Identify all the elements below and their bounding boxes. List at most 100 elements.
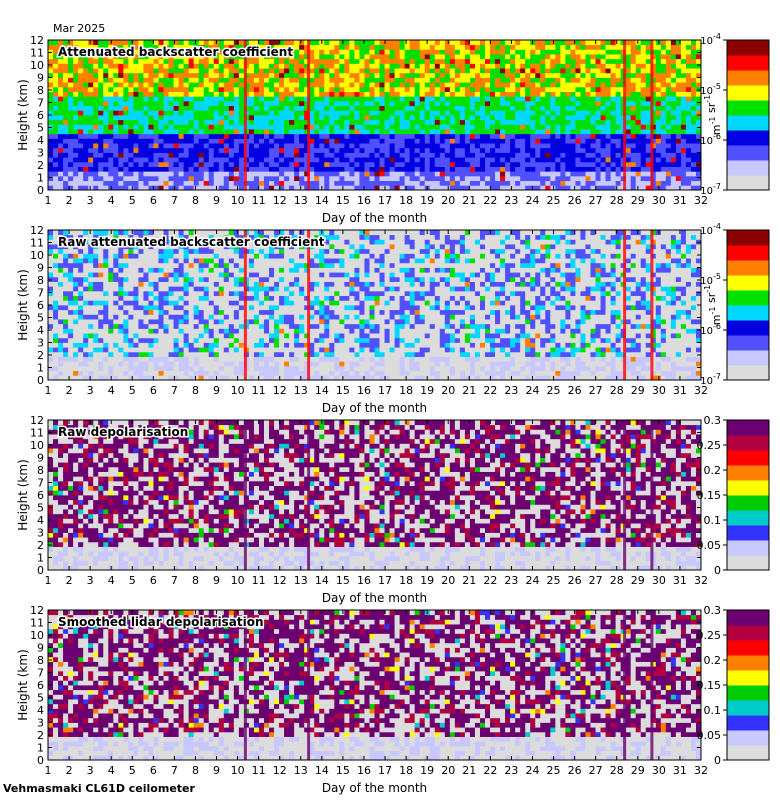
heatmap-cell (680, 100, 687, 107)
heatmap-cell (540, 171, 546, 177)
heatmap-cell (409, 175, 416, 182)
heatmap-cell (535, 68, 541, 74)
heatmap-cell (163, 138, 169, 144)
heatmap-cell (364, 175, 370, 182)
heatmap-cell (389, 68, 395, 74)
heatmap-cell (580, 124, 586, 130)
heatmap-cell (660, 72, 667, 78)
heatmap-cell (690, 77, 697, 83)
heatmap-cell (299, 110, 305, 116)
heatmap-cell (640, 110, 647, 116)
heatmap-cell (163, 96, 169, 102)
heatmap-cell (520, 72, 526, 78)
heatmap-cell (63, 63, 69, 69)
heatmap-cell (228, 110, 235, 116)
heatmap-cell (53, 40, 59, 46)
heatmap-cell (228, 147, 235, 153)
heatmap-cell (685, 161, 692, 167)
heatmap-cell (309, 129, 315, 135)
heatmap-cell (103, 115, 109, 121)
heatmap-cell (434, 133, 441, 139)
heatmap-cell (585, 100, 591, 107)
heatmap-cell (314, 110, 320, 116)
heatmap-cell (103, 44, 109, 50)
heatmap-cell (319, 175, 325, 182)
heatmap-cell (178, 77, 185, 83)
heatmap-cell (223, 72, 230, 78)
heatmap-cell (399, 152, 406, 158)
heatmap-cell (253, 72, 260, 78)
y-tick-label: 7 (37, 97, 44, 110)
heatmap-cell (630, 77, 637, 83)
heatmap-cell (404, 63, 411, 69)
heatmap-cell (660, 185, 667, 191)
heatmap-cell (490, 72, 496, 78)
heatmap-cell (128, 333, 134, 339)
heatmap-cell (274, 157, 280, 163)
heatmap-cell (63, 323, 69, 329)
heatmap-cell (459, 166, 466, 172)
heatmap-cell (580, 115, 586, 121)
heatmap-cell (58, 40, 64, 46)
heatmap-cell (108, 100, 114, 107)
heatmap-cell (394, 86, 401, 92)
heatmap-cell (163, 105, 169, 111)
heatmap-cell (93, 180, 99, 186)
heatmap-cell (108, 347, 114, 353)
heatmap-cell (474, 110, 481, 116)
heatmap-cell (123, 119, 129, 125)
heatmap-cell (63, 342, 69, 348)
heatmap-cell (600, 166, 606, 172)
heatmap-cell (585, 119, 591, 125)
heatmap-cell (83, 105, 89, 111)
heatmap-cell (168, 77, 174, 83)
heatmap-cell (223, 44, 230, 50)
heatmap-cell (173, 86, 179, 92)
heatmap-cell (78, 305, 84, 311)
heatmap-cell (103, 91, 109, 97)
heatmap-cell (655, 124, 662, 130)
heatmap-cell (118, 276, 124, 282)
heatmap-cell (58, 185, 64, 191)
heatmap-cell (635, 124, 642, 130)
heatmap-cell (148, 171, 154, 177)
heatmap-cell (560, 180, 566, 186)
heatmap-cell (93, 286, 99, 292)
heatmap-cell (670, 166, 677, 172)
heatmap-cell (258, 49, 265, 55)
heatmap-cell (53, 337, 59, 343)
heatmap-cell (63, 133, 69, 139)
heatmap-cell (153, 82, 159, 88)
heatmap-cell (334, 105, 340, 111)
heatmap-cell (525, 63, 531, 69)
heatmap-cell (83, 262, 89, 268)
heatmap-cell (449, 175, 456, 182)
heatmap-cell (123, 175, 129, 182)
heatmap-cell (324, 171, 330, 177)
heatmap-cell (575, 175, 581, 182)
heatmap-cell (148, 58, 154, 64)
heatmap-cell (399, 105, 406, 111)
heatmap-cell (409, 110, 416, 116)
heatmap-cell (600, 180, 606, 186)
heatmap-cell (284, 54, 290, 60)
heatmap-cell (349, 185, 355, 191)
heatmap-cell (545, 54, 551, 60)
heatmap-cell (253, 100, 260, 107)
heatmap-cell (108, 290, 114, 297)
heatmap-cell (685, 68, 692, 74)
heatmap-cell (98, 328, 104, 334)
heatmap-cell (128, 129, 134, 135)
heatmap-cell (344, 161, 350, 167)
heatmap-cell (113, 276, 119, 282)
heatmap-cell (595, 166, 601, 172)
heatmap-cell (414, 44, 421, 50)
heatmap-cell (650, 185, 657, 191)
heatmap-cell (339, 175, 345, 182)
heatmap-cell (474, 96, 481, 102)
heatmap-cell (294, 63, 300, 69)
heatmap-cell (570, 58, 576, 64)
heatmap-cell (434, 166, 441, 172)
heatmap-cell (530, 68, 536, 74)
heatmap-cell (374, 44, 380, 50)
